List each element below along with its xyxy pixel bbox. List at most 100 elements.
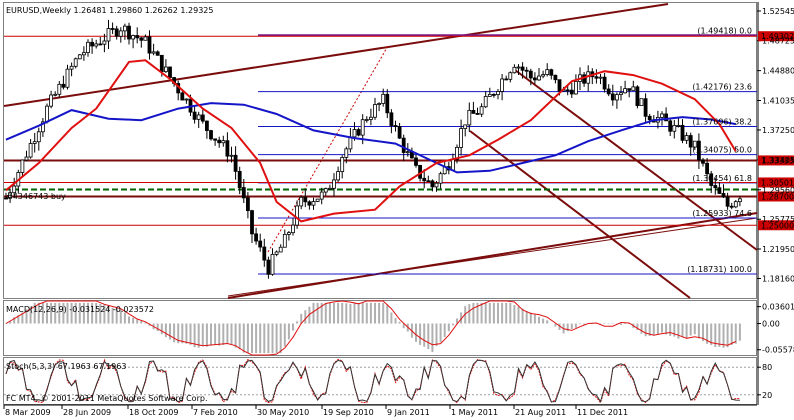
ma-fast-line bbox=[5, 59, 737, 223]
price-tick-label: 1.44880 bbox=[762, 67, 794, 76]
candle-body bbox=[106, 28, 111, 42]
macd-histogram-bar bbox=[21, 312, 24, 324]
macd-histogram-bar bbox=[706, 323, 709, 344]
candle-body bbox=[405, 151, 410, 154]
candle-body bbox=[286, 232, 291, 235]
macd-histogram-bar bbox=[484, 302, 487, 324]
candle-body bbox=[496, 91, 500, 96]
time-tick-label: 8 Mar 2009 bbox=[5, 408, 51, 417]
price-tag-box bbox=[758, 177, 794, 188]
candle-body bbox=[204, 120, 209, 131]
candle-body bbox=[53, 93, 58, 96]
macd-histogram-bar bbox=[210, 323, 212, 346]
macd-histogram-bar bbox=[70, 302, 73, 324]
price-tag-box bbox=[758, 220, 794, 231]
trend-line bbox=[3, 3, 669, 107]
macd-histogram-bar bbox=[620, 323, 622, 325]
macd-histogram-bar bbox=[349, 303, 352, 324]
candle-body bbox=[245, 197, 250, 212]
chart-header: EURUSD,Weekly 1.26481 1.29860 1.26262 1.… bbox=[6, 6, 213, 15]
trend-line bbox=[227, 217, 758, 297]
candle-body bbox=[266, 259, 271, 275]
candle-body bbox=[151, 51, 156, 54]
candle-body bbox=[123, 25, 127, 32]
candle-body bbox=[434, 182, 439, 188]
candle-body bbox=[479, 106, 484, 115]
macd-histogram-bar bbox=[62, 302, 65, 324]
trend-line bbox=[227, 212, 758, 299]
candle-body bbox=[82, 52, 86, 56]
macd-histogram-bar bbox=[427, 323, 430, 350]
macd-histogram-bar bbox=[58, 302, 61, 324]
macd-histogram-bar bbox=[193, 323, 196, 348]
macd-histogram-bar bbox=[583, 323, 586, 325]
macd-histogram-bar bbox=[337, 302, 340, 324]
macd-histogram-bar bbox=[419, 323, 422, 345]
macd-histogram-bar bbox=[9, 321, 12, 324]
macd-histogram-bar bbox=[710, 323, 713, 345]
macd-histogram-bar bbox=[304, 310, 307, 324]
macd-histogram-bar bbox=[492, 302, 495, 324]
candle-body bbox=[90, 41, 94, 47]
candle-body bbox=[615, 94, 619, 101]
price-tick-label: 1.25775 bbox=[762, 215, 794, 224]
macd-histogram-bar bbox=[480, 302, 483, 324]
macd-histogram-bar bbox=[734, 323, 737, 344]
macd-histogram-bar bbox=[29, 306, 32, 324]
candle-body bbox=[360, 119, 365, 136]
candle-body bbox=[459, 128, 464, 148]
macd-histogram-bar bbox=[423, 323, 426, 347]
macd-histogram-bar bbox=[542, 318, 545, 324]
candle-body bbox=[697, 140, 701, 161]
macd-histogram-bar bbox=[287, 323, 290, 340]
macd-histogram-bar bbox=[574, 323, 577, 328]
macd-histogram-bar bbox=[460, 312, 463, 324]
candle-body bbox=[426, 180, 431, 183]
time-tick-label: 19 Sep 2010 bbox=[323, 408, 374, 417]
macd-histogram-bar bbox=[702, 323, 704, 342]
candle-body bbox=[565, 89, 570, 92]
macd-histogram-bar bbox=[501, 302, 504, 324]
macd-histogram-bar bbox=[74, 302, 77, 324]
macd-histogram-bar bbox=[99, 303, 102, 324]
candle-body bbox=[282, 233, 287, 248]
candle-body bbox=[196, 114, 201, 120]
candle-body bbox=[627, 88, 632, 91]
macd-histogram-bar bbox=[87, 302, 89, 324]
candle-body bbox=[569, 89, 574, 95]
candle-body bbox=[549, 69, 554, 76]
price-tick-label: 1.21950 bbox=[762, 245, 794, 254]
price-tag-label: 1.49302 bbox=[761, 32, 794, 41]
candle-body bbox=[200, 114, 205, 122]
macd-histogram-bar bbox=[259, 323, 262, 354]
macd-histogram-bar bbox=[603, 322, 606, 324]
candle-body bbox=[12, 185, 17, 194]
candle-body bbox=[303, 196, 308, 203]
trend-line bbox=[469, 130, 691, 299]
ma-slow-line bbox=[5, 102, 736, 174]
candle-body bbox=[639, 98, 644, 106]
macd-histogram-bar bbox=[402, 323, 405, 329]
macd-histogram-bar bbox=[300, 313, 303, 324]
macd-histogram-bar bbox=[156, 323, 159, 332]
candle-body bbox=[319, 191, 324, 200]
candle-body bbox=[545, 69, 550, 75]
candle-body bbox=[131, 35, 136, 40]
candle-body bbox=[401, 137, 406, 153]
candle-body bbox=[352, 129, 357, 138]
macd-histogram-bar bbox=[189, 323, 192, 345]
price-tag-box bbox=[758, 155, 794, 166]
macd-histogram-bar bbox=[316, 302, 319, 324]
candle-body bbox=[258, 240, 263, 248]
time-tick-label: 18 Oct 2009 bbox=[129, 408, 178, 417]
macd-histogram-bar bbox=[677, 323, 680, 339]
macd-histogram-bar bbox=[271, 323, 274, 354]
candle-body bbox=[684, 135, 689, 141]
candle-body bbox=[241, 187, 246, 199]
candle-body bbox=[619, 92, 623, 96]
candle-body bbox=[467, 109, 472, 126]
candle-body bbox=[118, 30, 123, 37]
price-tick-label: 1.41035 bbox=[762, 97, 794, 106]
